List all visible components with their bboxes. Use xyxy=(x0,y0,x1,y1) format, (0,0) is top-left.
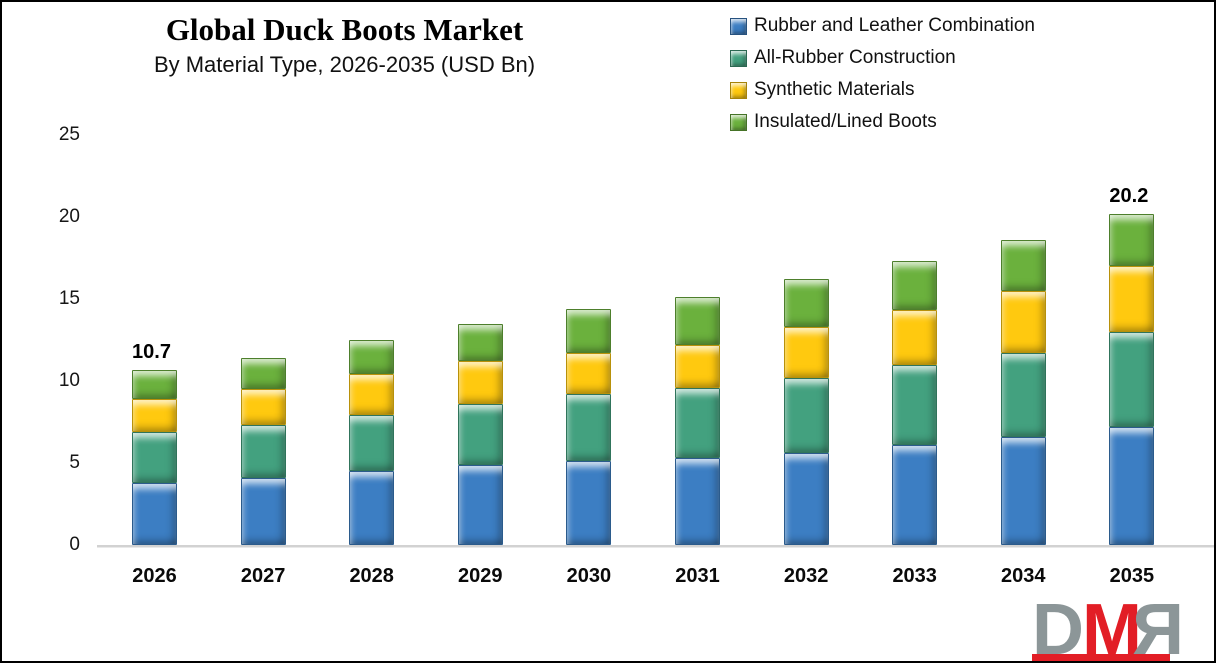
x-axis-label-2032: 2032 xyxy=(783,565,829,587)
bar-segment-2032-s0 xyxy=(783,453,829,545)
x-axis-label-2026: 2026 xyxy=(132,565,177,587)
y-axis-tick-label: 15 xyxy=(58,288,80,309)
bar-segment-2026-s0 xyxy=(132,482,177,545)
legend-swatch-icon xyxy=(730,17,747,35)
legend-swatch-icon xyxy=(730,113,747,131)
bar-segment-2031-s3 xyxy=(675,297,720,345)
legend-label: Synthetic Materials xyxy=(754,79,915,100)
chart-title: Global Duck Boots Market xyxy=(165,12,524,47)
bar-segment-2033-s0 xyxy=(892,444,938,545)
logo-letter-m: M xyxy=(1082,590,1142,663)
bar-segment-2034-s0 xyxy=(1000,436,1046,545)
bar-segment-2035-s1 xyxy=(1109,331,1155,427)
x-axis-label-2035: 2035 xyxy=(1109,565,1155,587)
bar-segment-2026-s2 xyxy=(132,399,177,432)
dmr-logo: D M R xyxy=(1032,590,1214,663)
bar-segment-2026-s3 xyxy=(132,369,177,400)
legend-item: Insulated/Lined Boots xyxy=(730,106,1035,138)
bar-segment-2034-s2 xyxy=(1000,290,1046,354)
bar-segment-2035-s0 xyxy=(1109,426,1155,545)
legend: Rubber and Leather Combination All-Rubber… xyxy=(730,10,1035,138)
bar-segment-2026-s1 xyxy=(132,431,177,483)
bar-segment-2032-s2 xyxy=(783,326,829,378)
bar-segment-2027-s3 xyxy=(240,358,286,390)
bar-total-label-2035: 20.2 xyxy=(1109,184,1149,207)
logo-letter-d: D xyxy=(1032,590,1084,663)
bar-segment-2030-s3 xyxy=(566,308,612,354)
bar-segment-2027-s0 xyxy=(240,477,286,545)
bar-segment-2027-s2 xyxy=(240,389,286,426)
y-axis-tick-label: 25 xyxy=(58,124,80,145)
bar-segment-2029-s0 xyxy=(457,464,503,545)
bar-segment-2033-s2 xyxy=(892,310,938,365)
bar-segment-2032-s1 xyxy=(783,377,829,454)
x-axis-label-2028: 2028 xyxy=(349,565,394,587)
logo-underline xyxy=(1032,654,1170,661)
y-axis-tick-label: 20 xyxy=(58,206,80,227)
legend-label: Insulated/Lined Boots xyxy=(754,111,937,132)
x-axis-label-2033: 2033 xyxy=(892,565,937,587)
legend-label: Rubber and Leather Combination xyxy=(754,15,1035,36)
x-axis-label-2034: 2034 xyxy=(1001,565,1046,587)
bar-segment-2033-s3 xyxy=(892,261,938,311)
x-axis-label-2027: 2027 xyxy=(240,565,286,587)
legend-item: All-Rubber Construction xyxy=(730,42,1035,74)
bar-segment-2031-s0 xyxy=(675,458,720,545)
bar-segment-2034-s1 xyxy=(1000,353,1046,437)
bar-segment-2030-s0 xyxy=(566,461,612,545)
legend-swatch-icon xyxy=(730,81,747,99)
bar-segment-2033-s1 xyxy=(892,364,938,445)
bar-segment-2028-s3 xyxy=(349,340,395,375)
bar-segment-2028-s1 xyxy=(349,415,395,472)
chart-header: Global Duck Boots Market By Material Typ… xyxy=(72,12,617,78)
bar-segment-2035-s2 xyxy=(1109,266,1155,332)
y-axis-tick-label: 5 xyxy=(69,452,80,473)
y-axis-tick-label: 10 xyxy=(58,370,80,391)
bar-segment-2027-s1 xyxy=(240,425,286,478)
bar-segment-2029-s1 xyxy=(457,403,503,465)
bar-segment-2031-s2 xyxy=(675,344,720,388)
bar-segment-2030-s2 xyxy=(566,353,612,395)
x-axis-label-2030: 2030 xyxy=(566,565,612,587)
x-axis-label-2031: 2031 xyxy=(675,565,720,587)
bar-segment-2035-s3 xyxy=(1109,213,1155,267)
x-axis-line xyxy=(97,545,1214,548)
legend-item: Synthetic Materials xyxy=(730,74,1035,106)
bar-segment-2028-s0 xyxy=(349,471,395,545)
x-axis-label-2029: 2029 xyxy=(458,565,503,587)
legend-item: Rubber and Leather Combination xyxy=(730,10,1035,42)
y-axis-tick-label: 0 xyxy=(69,534,80,555)
bar-segment-2034-s3 xyxy=(1000,239,1046,291)
legend-label: All-Rubber Construction xyxy=(754,47,956,68)
bar-segment-2028-s2 xyxy=(349,374,395,416)
bar-segment-2031-s1 xyxy=(675,387,720,459)
logo-letter-r-mirrored: R xyxy=(1136,590,1184,663)
bar-total-label-2026: 10.7 xyxy=(132,340,171,363)
bar-segment-2032-s3 xyxy=(783,279,829,327)
bar-segment-2029-s2 xyxy=(457,361,503,404)
bar-segment-2029-s3 xyxy=(457,323,503,362)
chart-subtitle: By Material Type, 2026-2035 (USD Bn) xyxy=(153,51,536,77)
legend-swatch-icon xyxy=(730,49,747,67)
bar-segment-2030-s1 xyxy=(566,394,612,462)
